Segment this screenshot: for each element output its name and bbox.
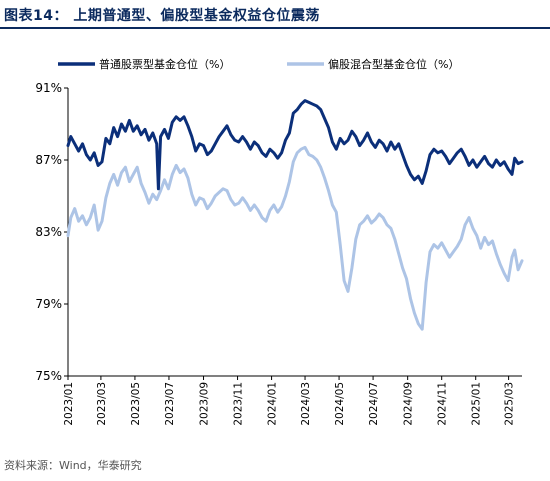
x-tick-label: 2024/11 [437, 382, 449, 426]
source-note: 资料来源：Wind，华泰研究 [4, 459, 142, 472]
x-tick-label: 2024/09 [403, 382, 415, 426]
x-tick-label: 2023/05 [130, 382, 142, 426]
x-tick-label: 2024/07 [368, 382, 380, 426]
x-tick-label: 2025/01 [471, 382, 483, 426]
x-tick-label: 2025/03 [504, 382, 516, 426]
legend-label-hybrid: 偏股混合型基金仓位（%） [328, 57, 459, 71]
x-tick-label: 2024/05 [334, 382, 346, 426]
x-tick-label: 2023/09 [199, 382, 211, 426]
figure-title: 图表14： 上期普通型、偏股型基金权益仓位震荡 [4, 8, 320, 24]
series-line-stock [66, 99, 524, 191]
y-tick-label: 83% [35, 225, 62, 239]
y-tick-label: 79% [35, 297, 62, 311]
x-tick-label: 2023/03 [96, 382, 108, 426]
legend-label-stock: 普通股票型基金仓位（%） [99, 57, 230, 71]
y-axis-ticks: 75% 79% 83% 87% 91% [35, 81, 68, 383]
title-rule [0, 27, 550, 29]
y-tick-label: 87% [35, 153, 62, 167]
x-tick-label: 2024/03 [300, 382, 312, 426]
x-tick-label: 2024/01 [267, 382, 279, 426]
x-tick-label: 2023/01 [63, 382, 75, 426]
series-line-hybrid [66, 145, 524, 331]
legend: 普通股票型基金仓位（%） 偏股混合型基金仓位（%） [58, 57, 459, 71]
x-tick-label: 2023/07 [164, 382, 176, 426]
x-tick-label: 2023/11 [233, 382, 245, 426]
y-tick-label: 91% [35, 81, 62, 95]
x-axis-ticks: 2023/01 2023/03 2023/05 2023/07 2023/09 2023/… [63, 376, 516, 426]
y-tick-label: 75% [35, 369, 62, 383]
